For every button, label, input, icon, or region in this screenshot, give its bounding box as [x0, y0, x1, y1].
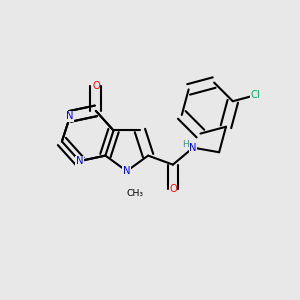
- Text: N: N: [66, 111, 74, 122]
- Text: H: H: [182, 140, 189, 149]
- Text: O: O: [92, 81, 100, 91]
- Text: Cl: Cl: [251, 90, 261, 100]
- Text: O: O: [169, 184, 177, 194]
- Text: N: N: [123, 166, 130, 176]
- Text: N: N: [76, 156, 83, 166]
- Text: CH₃: CH₃: [126, 189, 143, 198]
- Text: N: N: [189, 143, 197, 153]
